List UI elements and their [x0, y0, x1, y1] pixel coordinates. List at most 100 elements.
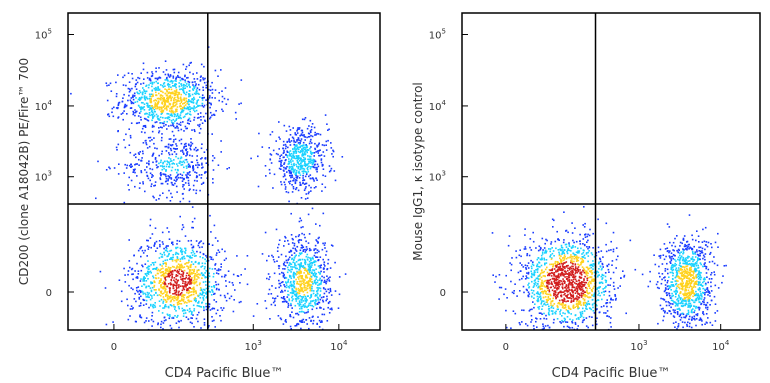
event-point: [313, 249, 315, 252]
event-point: [163, 283, 166, 285]
event-point: [158, 257, 161, 259]
event-point: [304, 165, 307, 168]
event-point: [329, 300, 331, 303]
event-point: [295, 261, 298, 263]
event-point: [167, 175, 169, 177]
event-point: [545, 259, 548, 261]
event-point: [551, 305, 553, 308]
event-point: [159, 194, 161, 197]
event-point: [164, 174, 167, 176]
event-point: [160, 284, 162, 286]
event-point: [182, 315, 185, 317]
event-point: [279, 138, 281, 140]
event-point: [148, 93, 151, 96]
event-point: [199, 76, 202, 78]
event-point: [139, 314, 141, 316]
event-point: [500, 286, 503, 289]
event-point: [576, 255, 578, 258]
event-point: [155, 86, 157, 89]
event-point: [180, 117, 182, 120]
event-point: [539, 266, 541, 268]
event-point: [288, 138, 290, 141]
event-point: [154, 302, 156, 304]
event-point: [561, 247, 564, 249]
event-point: [298, 272, 300, 275]
event-point: [134, 114, 136, 117]
event-point: [321, 321, 323, 323]
event-point: [586, 292, 589, 294]
event-point: [140, 131, 143, 133]
event-point: [147, 260, 149, 262]
event-point: [288, 269, 291, 272]
event-point: [583, 310, 586, 312]
event-point: [169, 304, 172, 306]
event-point: [591, 280, 594, 282]
event-point: [179, 247, 182, 249]
event-point: [149, 99, 151, 102]
event-point: [158, 117, 160, 120]
event-point: [319, 294, 321, 296]
event-point: [540, 269, 543, 272]
event-point: [130, 305, 133, 307]
event-point: [164, 269, 167, 272]
event-point: [151, 262, 154, 264]
event-point: [291, 285, 293, 288]
event-point: [173, 134, 175, 137]
event-point: [214, 89, 217, 91]
event-point: [315, 134, 317, 136]
event-point: [518, 278, 521, 281]
event-point: [566, 321, 569, 323]
event-point: [160, 96, 162, 99]
event-point: [510, 327, 512, 329]
event-point: [286, 301, 288, 303]
event-point: [287, 294, 290, 296]
event-point: [296, 282, 298, 285]
event-point: [186, 288, 188, 290]
event-point: [548, 314, 551, 316]
event-point: [309, 269, 312, 272]
event-point: [177, 272, 179, 274]
event-point: [289, 144, 292, 146]
event-point: [146, 77, 149, 79]
event-point: [571, 274, 573, 276]
event-point: [300, 310, 303, 313]
event-point: [179, 79, 182, 82]
event-point: [317, 297, 320, 300]
event-point: [169, 80, 171, 83]
event-point: [588, 282, 590, 284]
event-point: [276, 260, 278, 262]
event-point: [142, 304, 145, 306]
event-point: [307, 242, 310, 244]
event-point: [220, 69, 222, 71]
event-point: [557, 263, 559, 265]
event-point: [151, 315, 153, 317]
event-point: [299, 141, 301, 144]
event-point: [587, 300, 590, 303]
event-point: [201, 94, 204, 96]
event-point: [168, 102, 171, 105]
event-point: [304, 289, 306, 291]
event-point: [302, 300, 305, 302]
event-point: [180, 264, 183, 266]
event-point: [201, 262, 204, 265]
event-point: [209, 309, 212, 311]
event-point: [298, 128, 300, 130]
event-point: [168, 165, 170, 168]
event-point: [544, 286, 547, 288]
event-point: [124, 146, 127, 149]
event-point: [561, 282, 564, 284]
event-point: [225, 103, 228, 105]
event-point: [161, 312, 164, 314]
event-point: [151, 295, 153, 297]
event-point: [304, 187, 307, 190]
event-point: [172, 285, 175, 288]
event-point: [545, 314, 547, 317]
event-point: [173, 85, 175, 87]
event-point: [301, 266, 304, 268]
event-point: [171, 153, 174, 156]
event-point: [604, 275, 607, 278]
event-point: [181, 161, 183, 164]
event-point: [294, 247, 296, 250]
event-point: [190, 261, 193, 263]
event-point: [592, 268, 594, 270]
